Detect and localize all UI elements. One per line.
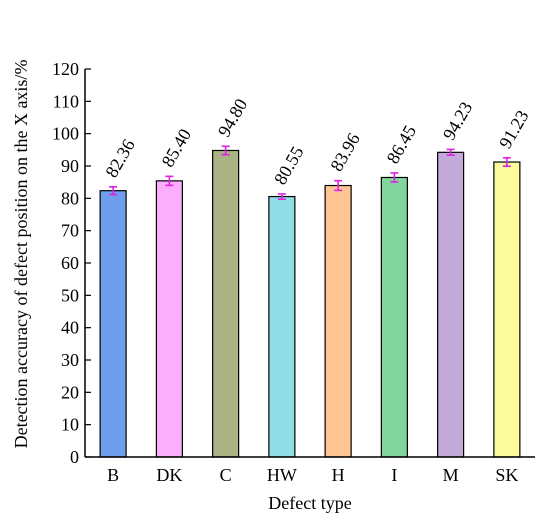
bar-c — [212, 149, 240, 458]
error-bar-h — [334, 179, 343, 192]
bar-m — [437, 151, 465, 458]
y-tick-label: 120 — [52, 59, 79, 79]
x-tick-label: H — [332, 465, 345, 485]
y-tick-label: 90 — [61, 156, 79, 176]
x-ticks: B DK C HW H I M SK — [107, 465, 518, 485]
value-label-sk: 91.23 — [495, 107, 533, 152]
error-bar-i — [390, 172, 399, 183]
value-label-i: 86.45 — [383, 122, 421, 167]
bar-i — [380, 176, 408, 458]
error-bar-hw — [277, 193, 286, 200]
y-tick-label: 20 — [61, 382, 79, 402]
x-tick-label: B — [107, 465, 119, 485]
bar-hw — [268, 195, 296, 458]
x-tick-label: DK — [156, 465, 182, 485]
y-tick-label: 40 — [61, 318, 79, 338]
bars — [99, 149, 521, 458]
value-label-b: 82.36 — [101, 136, 139, 181]
bar-sk — [493, 161, 521, 458]
value-label-m: 94.23 — [439, 98, 477, 143]
y-tick-label: 110 — [53, 91, 79, 111]
x-tick-label: HW — [267, 465, 297, 485]
y-tick-label: 60 — [61, 253, 79, 273]
error-bar-b — [109, 186, 118, 196]
x-axis-title: Defect type — [268, 493, 351, 513]
y-axis-title: Detection accuracy of defect position on… — [11, 60, 31, 449]
y-ticks: 0 10 20 30 40 50 60 70 80 90 100 110 120 — [52, 59, 91, 467]
bar-h — [324, 184, 352, 458]
value-labels: 82.36 85.40 94.80 80.55 83.96 86.45 94.23 91.23 — [101, 95, 532, 188]
value-label-hw: 80.55 — [270, 143, 308, 188]
axes — [84, 69, 535, 458]
y-tick-label: 30 — [61, 350, 79, 370]
y-tick-label: 0 — [70, 447, 79, 467]
value-label-dk: 85.40 — [158, 125, 196, 170]
y-tick-label: 50 — [61, 285, 79, 305]
x-tick-label: M — [443, 465, 459, 485]
error-bar-dk — [165, 175, 174, 187]
x-tick-label: I — [391, 465, 397, 485]
value-label-c: 94.80 — [214, 95, 252, 140]
error-bar-sk — [502, 157, 511, 168]
y-tick-label: 10 — [61, 415, 79, 435]
bar-dk — [155, 180, 183, 458]
bar-b — [99, 190, 127, 458]
error-bar-c — [221, 145, 230, 156]
error-bars — [109, 145, 511, 200]
y-tick-label: 100 — [52, 124, 79, 144]
value-label-h: 83.96 — [326, 130, 364, 175]
x-tick-label: SK — [495, 465, 518, 485]
y-tick-label: 70 — [61, 221, 79, 241]
y-tick-label: 80 — [61, 188, 79, 208]
error-bar-m — [446, 148, 455, 157]
x-tick-label: C — [220, 465, 232, 485]
